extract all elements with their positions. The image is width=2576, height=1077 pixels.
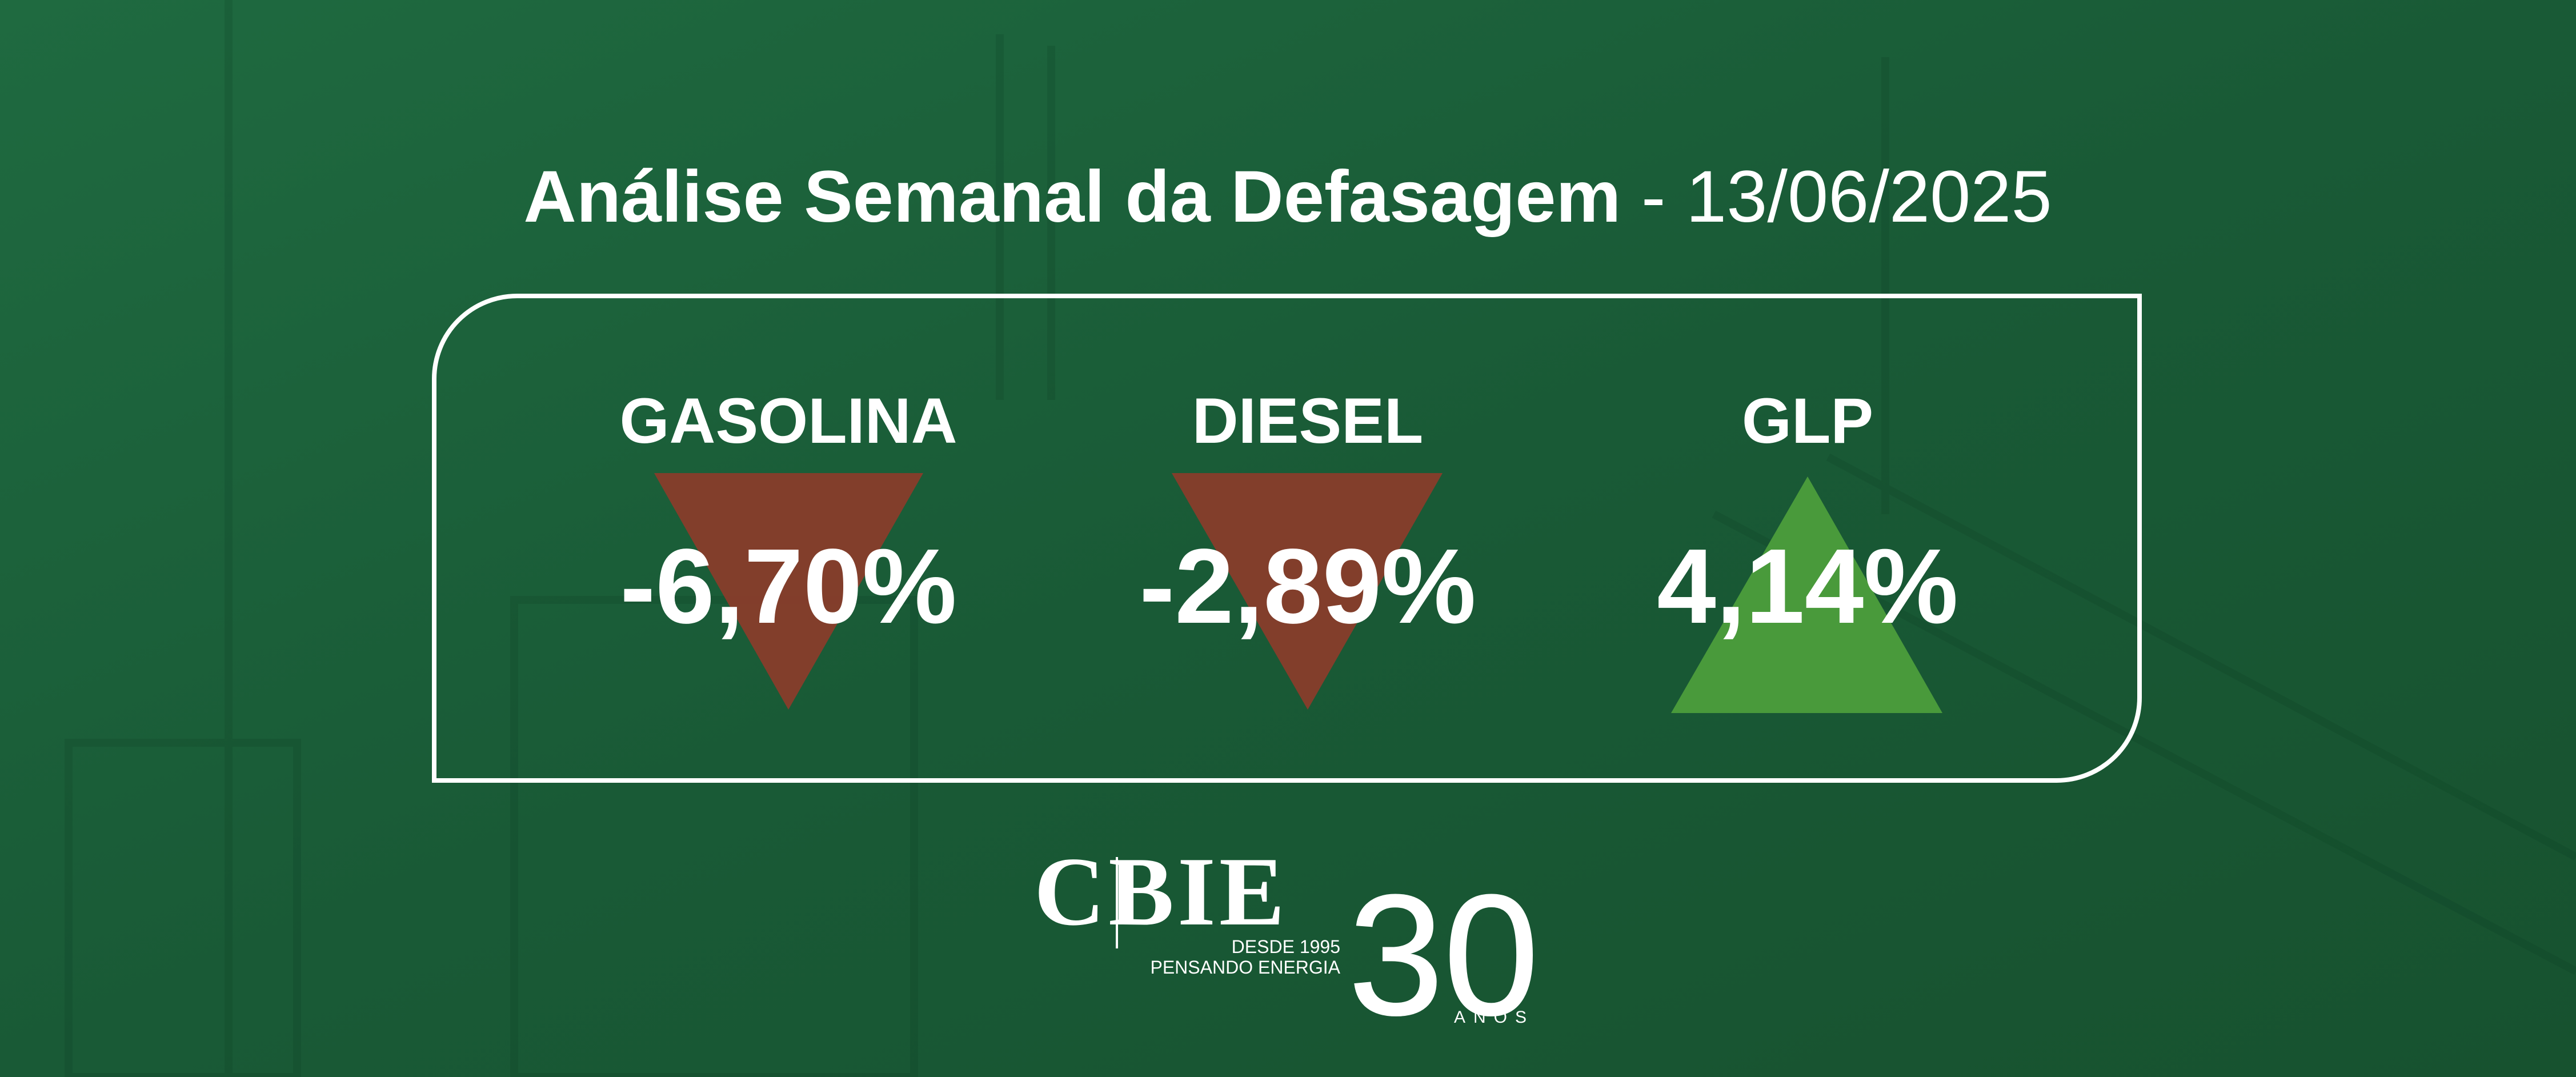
fuel-value: -6,70%	[620, 527, 956, 646]
fuel-value: 4,14%	[1657, 527, 1958, 646]
up-arrow	[1671, 477, 1942, 713]
down-arrow	[654, 473, 923, 710]
fuel-items: GASOLINA DIESEL GLP -6,70% -2,89% 4,14%	[619, 385, 1958, 646]
background-pattern	[65, 0, 2576, 1077]
fuel-label: DIESEL	[1192, 385, 1424, 457]
fuel-label: GLP	[1742, 385, 1873, 457]
fuel-label: GASOLINA	[619, 385, 957, 457]
title: Análise Semanal da Defasagem - 13/06/202…	[523, 156, 2052, 238]
logo: CBIE DESDE 1995 PENSANDO ENERGIA 30 ANOS	[1034, 838, 1540, 1051]
title-date: 13/06/2025	[1686, 156, 2052, 238]
fuel-value: -2,89%	[1139, 527, 1476, 646]
logo-since: DESDE 1995	[1232, 936, 1340, 957]
logo-number: 30	[1348, 859, 1539, 1051]
down-arrow	[1172, 473, 1443, 710]
logo-tagline: PENSANDO ENERGIA	[1150, 957, 1340, 978]
title-main: Análise Semanal da Defasagem	[523, 156, 1621, 238]
title-separator: -	[1641, 156, 1666, 238]
logo-name: CBIE	[1034, 838, 1288, 946]
logo-suffix: ANOS	[1454, 1008, 1535, 1027]
panel-frame	[432, 294, 2142, 783]
